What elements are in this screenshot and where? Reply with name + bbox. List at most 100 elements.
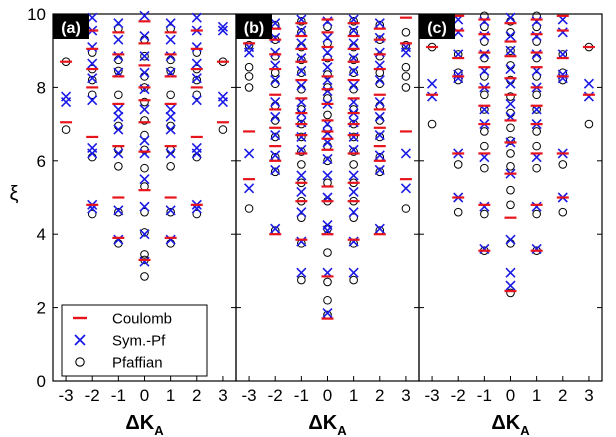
pfaffian-point [349,55,358,65]
sympf-point [453,27,464,38]
pfaffian-point [532,72,541,81]
pfaffian-point [323,53,332,63]
panel-c: -3 -2 -1 0 1 2 3 ΔKA (c) [418,11,603,437]
sympf-point [348,267,359,278]
x-tick-label: -1 [294,386,309,405]
pfaffian-point [218,125,228,134]
panels: -3 -2 -1 0 1 2 3ΔKA(a)CoulombSym.-PfPfaffian-3… [52,10,603,437]
sympf-point [139,104,150,115]
pfaffian-point [532,127,541,136]
pfaffian-point [506,149,515,158]
sympf-point [348,80,359,91]
pfaffian-point [166,66,175,76]
sympf-point [270,150,281,161]
sympf-point [139,135,150,146]
pfaffian-point [506,136,515,145]
panel-label: (a) [53,14,89,39]
x-tick-label: 1 [166,386,175,405]
sympf-point [322,308,333,319]
x-tick-label: -1 [477,386,492,405]
pfaffian-point [140,116,149,125]
sympf-point [270,111,281,122]
sympf-point [270,223,281,234]
sympf-point [322,32,333,43]
sympf-point [87,142,98,154]
sympf-point [479,49,490,60]
sympf-point [113,51,124,62]
pfaffian-point [140,228,149,237]
y-axis-label: ξ [10,183,19,205]
sympf-point [87,73,98,84]
pfaffian-point [140,250,149,259]
panel-label-box [53,14,89,39]
pfaffian-point [349,132,358,142]
x-tick-label: 3 [218,386,227,405]
sympf-point [400,148,411,159]
sympf-point [165,148,176,159]
pfaffian-point [244,204,254,213]
pfaffian-point [401,28,411,37]
pfaffian-point [532,209,541,219]
pfaffian-point [297,213,306,222]
sympf-point [165,234,176,245]
sympf-point [505,12,516,23]
sympf-point [374,111,385,122]
pfaffian-point [323,248,332,257]
data-points [426,11,595,298]
sympf-point [191,41,202,53]
sympf-point [296,267,307,278]
legend-pfaffian-marker [75,357,85,367]
sympf-point [165,51,176,62]
pfaffian-point [297,132,306,142]
sympf-point [165,124,176,135]
x-tick-label: 2 [375,386,384,405]
x-axis-label-main: ΔK [125,412,154,434]
pfaffian-point [401,83,411,92]
sympf-point [374,130,385,141]
x-tick-label: -3 [425,386,440,405]
pfaffian-point [166,162,175,171]
y-tick-label: 0 [37,372,46,391]
pfaffian-point [375,132,385,142]
pfaffian-point [401,72,411,81]
sympf-point [400,183,411,194]
pfaffian-point [480,37,489,46]
pfaffian-point [323,156,332,166]
y-tick-label: 10 [27,5,46,24]
pfaffian-point [532,22,541,32]
pfaffian-point [506,162,515,171]
sympf-point [270,32,281,43]
sympf-point [322,153,333,165]
sympf-point [427,91,438,102]
pfaffian-point [323,110,332,120]
sympf-point [296,25,307,36]
pfaffian-point [297,68,306,78]
x-tick-label: 0 [140,386,149,405]
pfaffian-point [192,90,202,100]
sympf-point [87,58,98,69]
sympf-point [557,69,568,80]
pfaffian-point [480,22,489,32]
sympf-point [374,74,385,86]
sympf-point [139,148,150,159]
panel-b: -3 -2 -1 0 1 2 3 ΔKA (b) [235,13,420,437]
sympf-point [139,229,150,240]
y-axis: 0 2 4 6 8 10 [27,5,46,391]
sympf-point [296,65,307,76]
sympf-point [531,30,542,42]
sympf-point [531,16,542,27]
sympf-point [427,78,438,89]
sympf-point [244,183,255,194]
sympf-point [244,148,255,159]
sympf-point [322,128,333,139]
sympf-point [296,207,307,218]
pfaffian-point [297,275,306,285]
sympf-point [165,34,176,45]
sympf-point [348,207,359,218]
sympf-point [191,58,202,69]
sympf-point [348,131,359,143]
sympf-point [165,104,176,115]
sympf-point [505,30,516,42]
pfaffian-point [349,68,358,78]
pfaffian-point [244,62,254,72]
